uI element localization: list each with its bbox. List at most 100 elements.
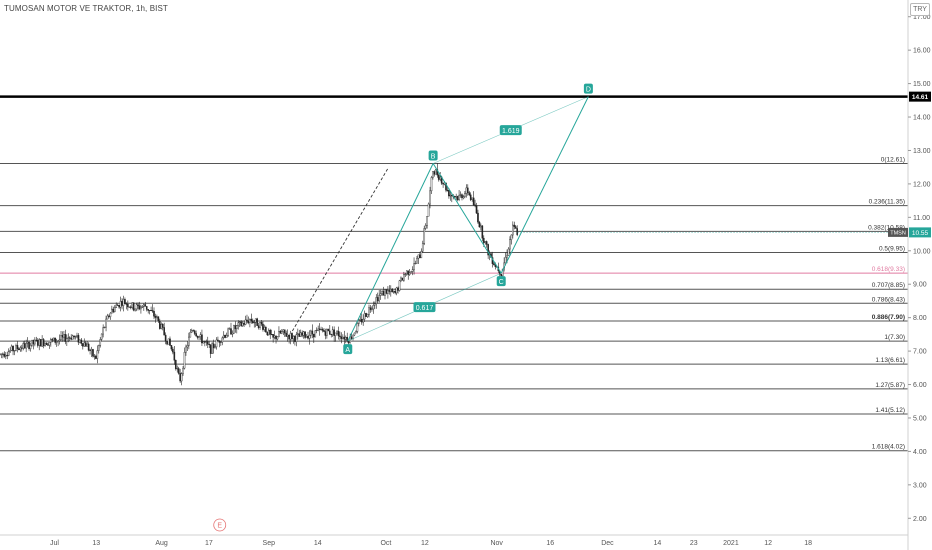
candle-body [304,331,306,338]
candle-body [285,332,288,337]
candle-body [480,225,482,228]
price-tick-label: 2.00 [913,516,927,523]
candle-body [308,335,311,339]
candle-body [321,329,324,331]
time-axis[interactable]: Jul 13 Aug 17 Sep 14 Oct 12 Nov 16 Dec 14 23 2021 12 18 [0,534,908,547]
candle-body [510,234,513,240]
candle-body [82,343,84,347]
candle-body [193,330,196,334]
candle-body [417,254,420,259]
ratio-label-box [413,302,436,313]
candle-body [266,331,269,336]
candle-body [469,194,472,200]
pattern-leg-bc[interactable] [432,163,502,274]
candle-body [313,333,315,338]
candle-body [122,299,125,306]
candle-body [112,308,115,312]
candle-body [183,352,186,369]
candle-body [254,318,257,323]
candle-body [185,346,187,353]
candle-body [259,322,261,328]
candle-body [6,354,9,356]
pattern-point-label: B [431,154,436,161]
candle-body [96,350,99,359]
pattern-leg-cd[interactable] [500,96,589,274]
candle-body [28,341,30,349]
currency-button[interactable]: TRY [910,3,930,16]
candle-body [215,339,218,348]
harmonic-pattern[interactable]: 0.617 1.619 A B C D [291,83,593,355]
fibonacci-retracement[interactable]: 0(12.61) 0.236(11.35) 0.382(10.58) 0.5(9.95… [0,95,908,452]
candle-body [323,330,325,332]
candle-body [206,341,209,345]
candle-body [384,289,386,296]
candle-body [298,333,301,337]
candle-body [25,343,27,349]
candle-body [199,334,202,337]
pattern-leg-ab[interactable] [347,163,434,342]
candle-body [500,274,503,277]
candle-body [217,339,219,342]
candle-body [385,289,388,294]
price-tick-label: 9.00 [913,282,927,289]
candle-body [147,309,149,311]
candle-body [54,337,57,343]
pattern-point-b[interactable] [428,150,438,161]
candle-body [506,255,508,258]
candle-body [214,346,216,349]
candle-body [106,315,109,320]
candle-body [387,290,389,294]
candle-body [108,315,110,317]
dashed-trendline[interactable] [291,166,390,332]
candle-body [328,330,331,335]
candle-body [0,353,1,355]
candle-body [167,338,170,345]
candle-body [127,303,129,308]
fib-level-label: 0(12.61) [881,157,905,164]
candle-body [465,187,468,194]
candle-body [151,310,154,312]
candle-body [100,333,103,340]
candle-body [251,320,254,324]
candle-body [340,336,343,339]
pattern-point-a[interactable] [343,344,353,355]
candle-body [427,203,430,217]
candle-body [246,319,248,322]
candle-body [276,336,279,340]
candle-body [218,340,221,343]
candle-body [173,351,176,361]
resistance-price-tag [909,91,931,102]
pattern-point-c[interactable] [496,276,506,287]
candle-body [180,373,183,382]
price-tick-label: 4.00 [913,449,927,456]
candle-body [44,342,46,347]
candle-body [365,313,367,317]
pattern-point-d[interactable] [583,83,593,94]
candle-body [87,343,90,351]
candle-body [45,342,48,346]
candle-body [449,194,452,197]
candle-body [209,344,212,354]
price-tick-label: 12.00 [913,181,931,188]
candle-body [36,340,39,346]
candle-body [429,190,431,205]
candle-body [35,339,38,341]
candle-body [269,329,272,335]
candle-body [297,333,299,335]
candle-body [12,345,14,352]
candle-body [334,332,337,336]
candle-body [437,174,440,180]
candle-body [282,329,285,332]
candle-body [419,254,421,259]
earnings-event-icon[interactable] [213,518,227,532]
candle-body [121,301,123,306]
candle-body [356,323,359,332]
price-tick-label: 3.00 [913,482,927,489]
candle-body [195,333,197,337]
candle-body [352,334,354,339]
symbol-title: TUMOSAN MOTOR VE TRAKTOR, 1h, BIST [4,4,168,13]
price-axis[interactable]: 17.00 16.00 15.00 14.00 13.00 12.00 11.00 10.00… [907,0,931,550]
candle-body [79,339,81,343]
events-row[interactable]: E [213,518,227,532]
